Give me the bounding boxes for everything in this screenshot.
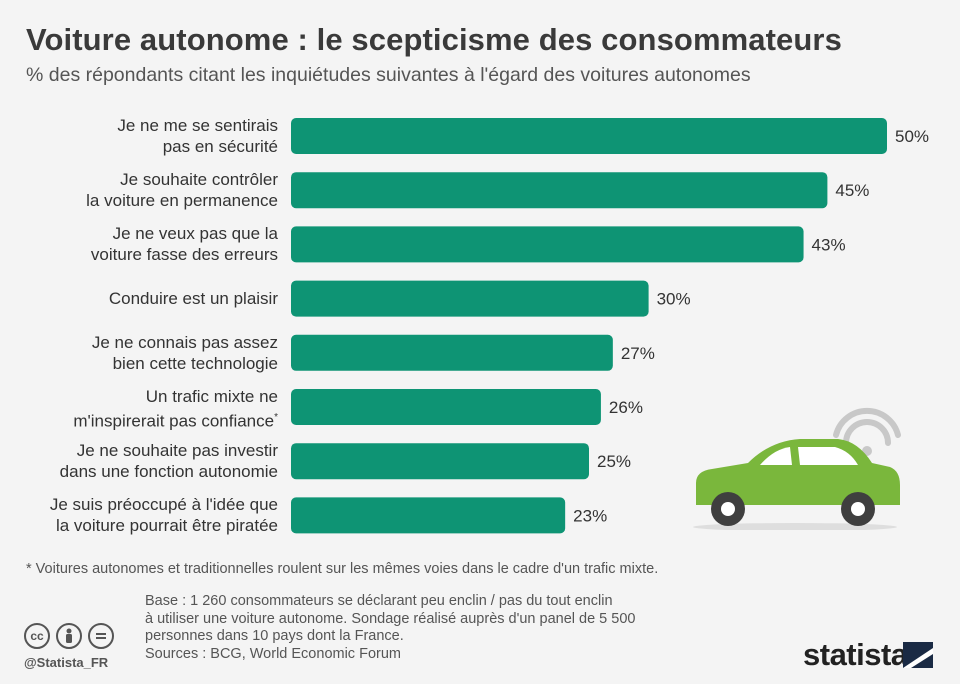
category-label: Je ne me se sentirais pas en sécurité xyxy=(0,115,278,157)
value-label: 26% xyxy=(609,398,643,417)
category-label: Je ne souhaite pas investir dans une fonc… xyxy=(0,440,278,482)
footnote: * Voitures autonomes et traditionnelles … xyxy=(26,561,659,577)
bar xyxy=(291,497,566,534)
bar-chart: 50% 45% 43% 30% 27% 26% 25% 23% xyxy=(291,118,929,534)
category-label-line: Je souhaite contrôler xyxy=(120,170,278,190)
base-note: Base : 1 260 consommateurs se déclarant … xyxy=(145,593,735,663)
value-label: 45% xyxy=(835,181,869,200)
car-icon xyxy=(696,439,900,526)
chart-subtitle: % des répondants citant les inquiétudes … xyxy=(26,64,751,86)
category-label-line: Je ne veux pas que la xyxy=(112,224,278,244)
category-label-line: Je ne connais pas assez xyxy=(91,332,278,352)
category-label-line: dans une fonction autonomie xyxy=(59,462,278,482)
bar xyxy=(291,118,887,154)
sources: Sources : BCG, World Economic Forum xyxy=(145,645,401,662)
bar xyxy=(291,172,828,209)
value-label: 43% xyxy=(812,235,846,254)
category-label-line: bien cette technologie xyxy=(112,353,278,373)
base-line: personnes dans 10 pays dont la France. xyxy=(145,628,404,644)
category-label-line: Je ne me se sentirais xyxy=(117,116,278,135)
value-label: 27% xyxy=(621,344,655,363)
bar xyxy=(291,226,804,263)
value-label: 23% xyxy=(573,506,607,525)
base-line: Base : 1 260 consommateurs se déclarant … xyxy=(145,593,613,609)
bar xyxy=(291,334,613,371)
attribution-icon xyxy=(56,623,82,649)
bar xyxy=(291,389,601,425)
value-label: 50% xyxy=(895,127,929,146)
chart-title: Voiture autonome : le scepticisme des co… xyxy=(26,22,842,57)
base-line: à utiliser une voiture autonome. Sondage… xyxy=(145,610,636,627)
category-label-line: Un trafic mixte ne xyxy=(145,387,278,406)
value-label: 30% xyxy=(657,290,691,309)
wifi-icon xyxy=(833,407,901,446)
bar xyxy=(291,280,649,317)
category-label-line: Je suis préoccupé à l'idée que xyxy=(49,495,278,515)
category-label-line: Je ne souhaite pas investir xyxy=(76,441,278,461)
license-icons: cc xyxy=(24,623,114,653)
value-label: 25% xyxy=(597,452,631,471)
bar xyxy=(291,443,589,480)
category-label-line: m'inspirerait pas confiance* xyxy=(73,411,278,431)
category-label-line: la voiture pourrait être piratée xyxy=(55,516,278,536)
category-label-line: la voiture en permanence xyxy=(86,191,278,211)
connected-car-illustration xyxy=(693,407,901,530)
creative-commons-icon: cc xyxy=(24,623,50,649)
category-label: Je souhaite contrôler la voiture en perma… xyxy=(0,169,278,211)
category-label-line: Conduire est un plaisir xyxy=(108,289,278,309)
social-handle: @Statista_FR xyxy=(24,655,109,670)
category-label-line: pas en sécurité xyxy=(162,137,278,156)
category-label: Je suis préoccupé à l'idée que la voiture… xyxy=(0,494,278,536)
category-label: Je ne veux pas que la voiture fasse des e… xyxy=(0,223,278,265)
category-label-line: voiture fasse des erreurs xyxy=(90,245,278,265)
brand-logo: statista xyxy=(803,637,908,672)
brand-mark-icon xyxy=(903,642,933,668)
no-derivatives-icon xyxy=(88,623,114,649)
category-label: Je ne connais pas assez bien cette techno… xyxy=(0,332,278,374)
category-label: Conduire est un plaisir xyxy=(0,288,278,309)
category-label: Un trafic mixte ne m'inspirerait pas conf… xyxy=(0,386,278,432)
